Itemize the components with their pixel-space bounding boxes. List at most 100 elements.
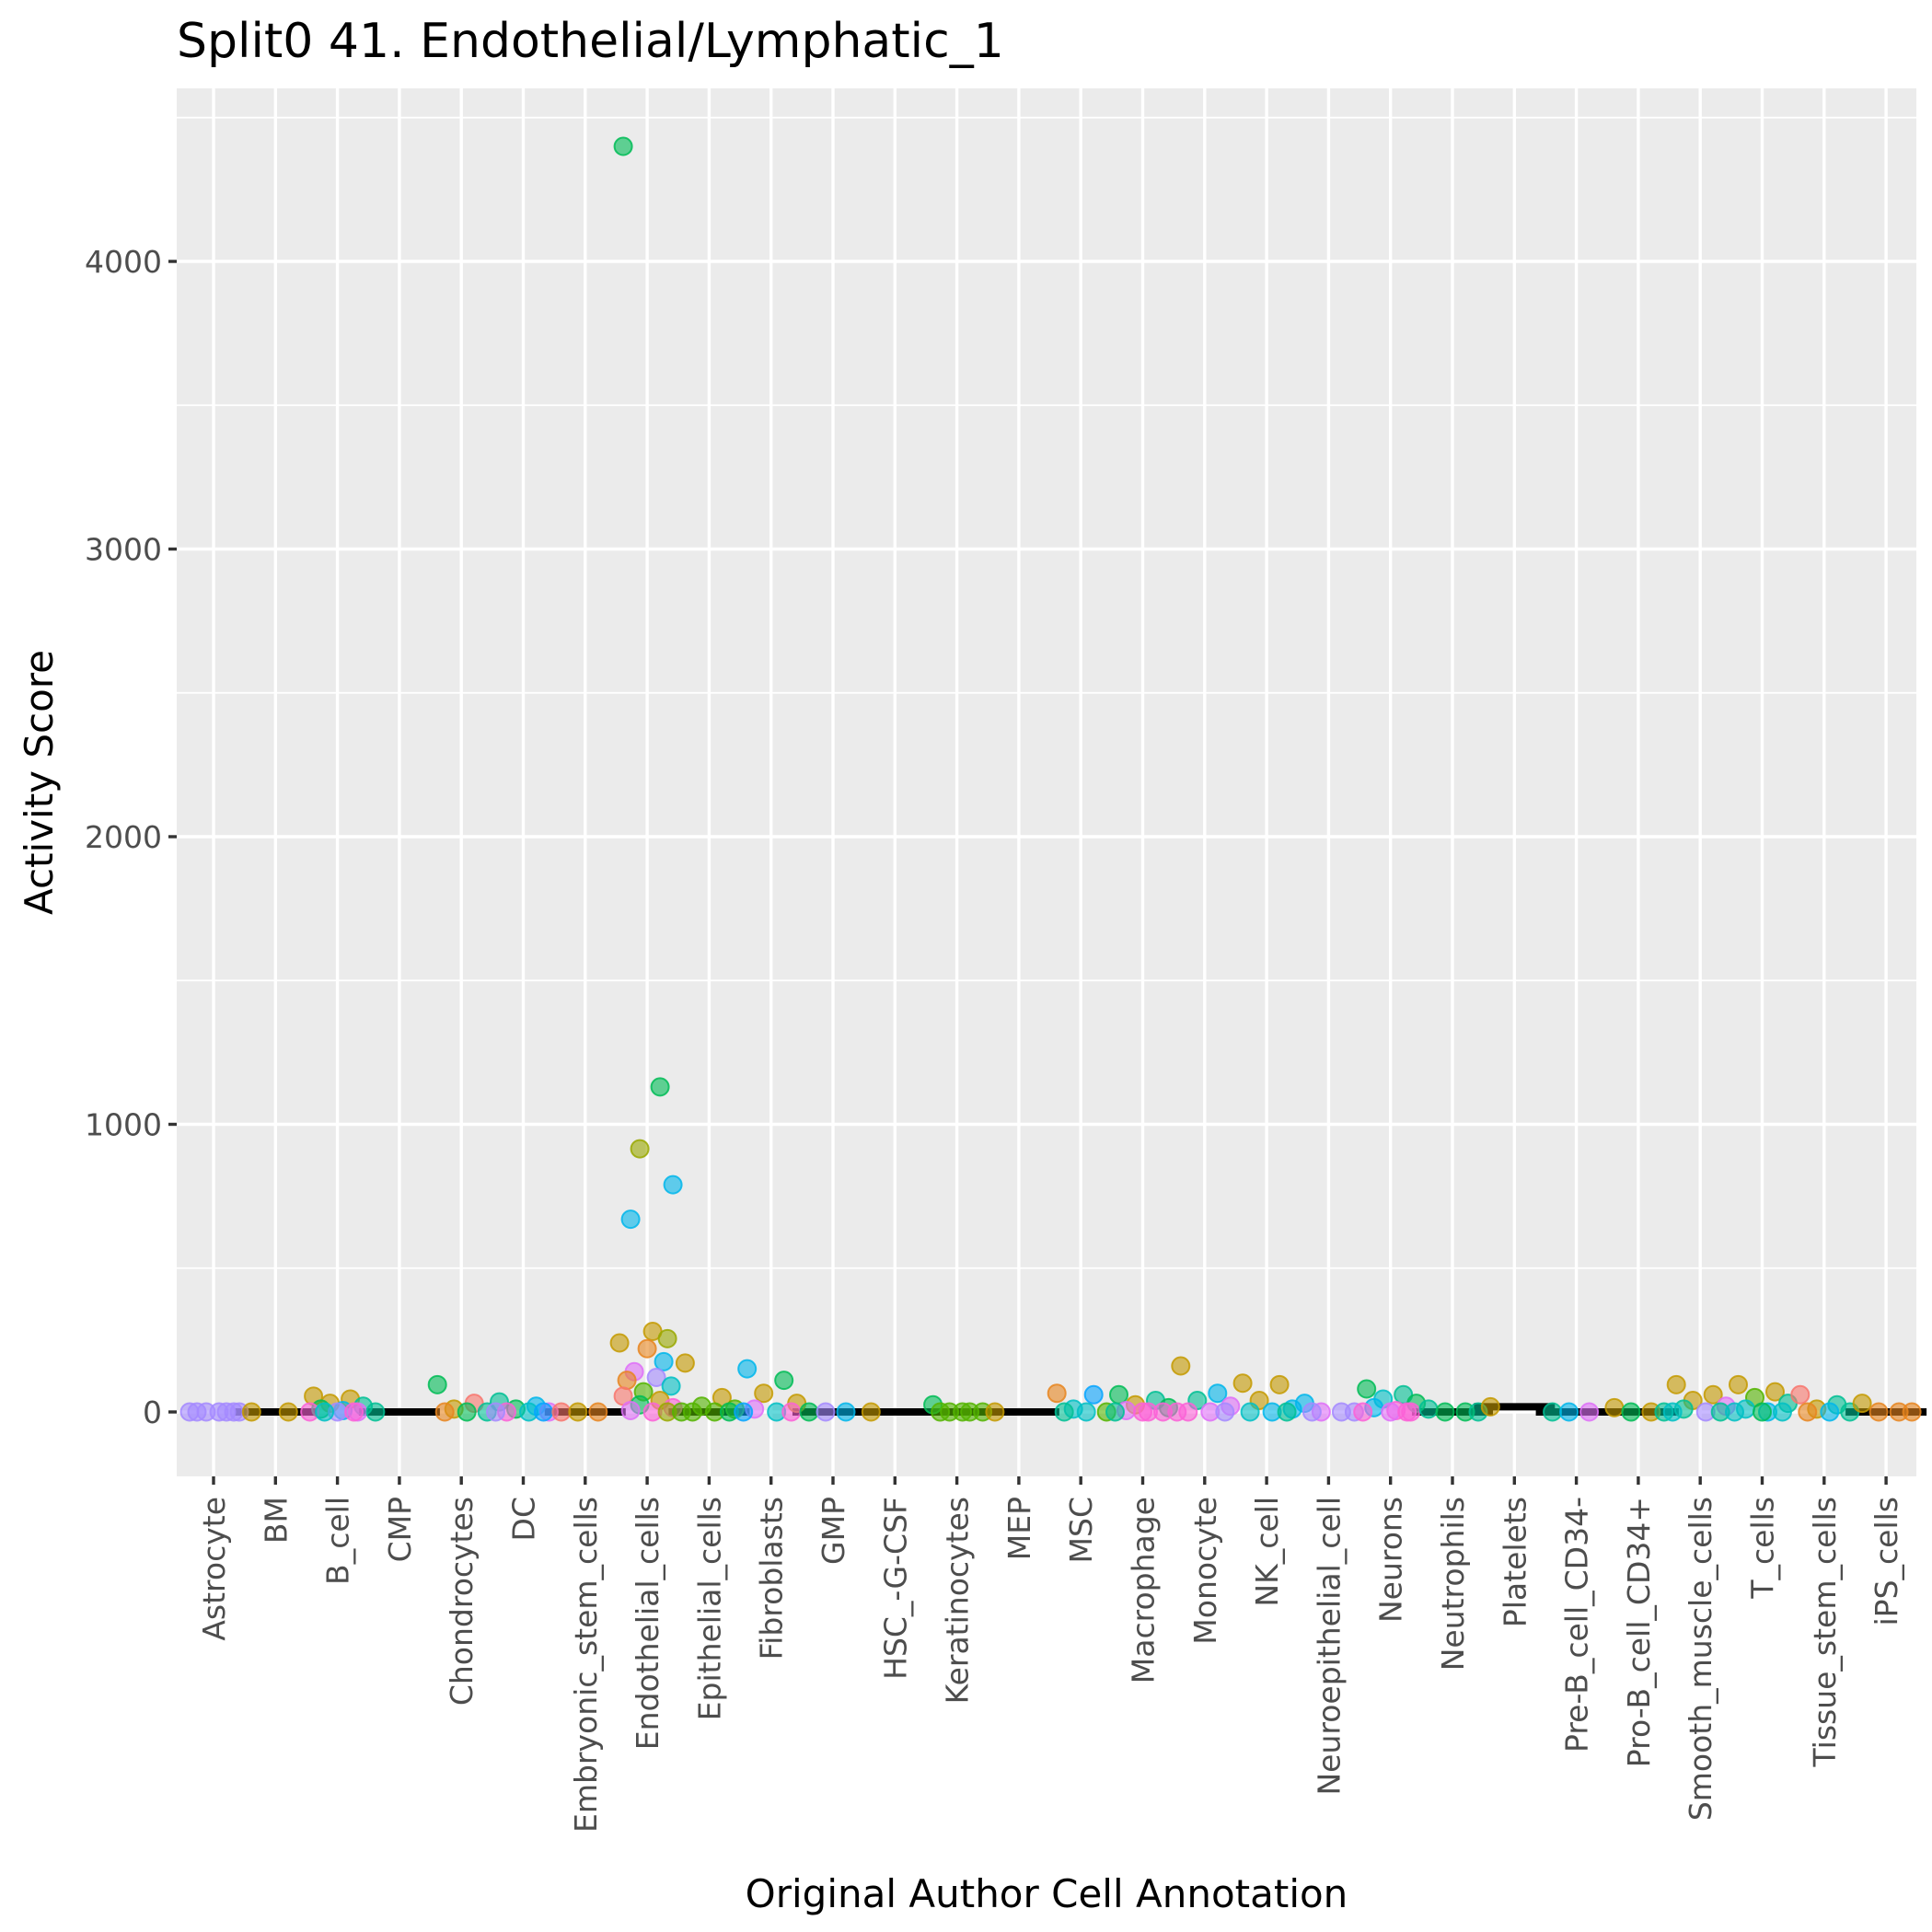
- data-point: [224, 1402, 244, 1422]
- data-point: [1418, 1399, 1439, 1419]
- data-point: [1480, 1396, 1500, 1417]
- data-point: [1621, 1402, 1641, 1422]
- data-point: [1301, 1402, 1322, 1422]
- x-tick-label: Chondrocytes: [444, 1497, 480, 1706]
- data-point: [1208, 1383, 1228, 1404]
- data-point: [1753, 1402, 1772, 1422]
- data-point: [1083, 1384, 1104, 1405]
- data-point: [646, 1368, 666, 1387]
- data-point: [637, 1338, 657, 1359]
- data-point: [781, 1402, 802, 1422]
- data-point: [1353, 1402, 1373, 1422]
- data-point: [568, 1402, 588, 1422]
- x-tick-label: Astrocyte: [196, 1497, 232, 1641]
- x-tick-label: Monocyte: [1187, 1497, 1223, 1645]
- data-point: [737, 1359, 758, 1379]
- data-point: [434, 1402, 455, 1422]
- x-tick-label: Neurons: [1373, 1497, 1409, 1623]
- x-tick-label: BM: [258, 1497, 294, 1544]
- data-point: [344, 1402, 364, 1422]
- x-tick-label: Smooth_muscle_cells: [1683, 1497, 1718, 1821]
- data-point: [799, 1402, 819, 1422]
- data-point: [675, 1353, 695, 1373]
- data-point: [861, 1402, 881, 1422]
- chart-title: Split0 41. Endothelial/Lymphatic_1: [177, 14, 1004, 69]
- x-tick-label: Macrophage: [1126, 1497, 1162, 1683]
- x-tick-label: HSC_-G-CSF: [877, 1497, 913, 1680]
- data-point: [774, 1371, 794, 1391]
- data-point: [953, 1402, 973, 1422]
- data-point: [1397, 1402, 1417, 1422]
- y-tick-label: 4000: [85, 244, 162, 280]
- data-point: [1666, 1374, 1686, 1394]
- data-point: [663, 1174, 683, 1195]
- x-tick-label: Fibroblasts: [754, 1497, 790, 1660]
- data-point: [931, 1402, 951, 1422]
- data-point: [985, 1402, 1005, 1422]
- data-point: [671, 1402, 691, 1422]
- x-tick-label: Tissue_stem_cells: [1807, 1497, 1843, 1767]
- data-point: [1381, 1402, 1401, 1422]
- x-tick-label: CMP: [382, 1497, 418, 1562]
- data-point: [365, 1402, 386, 1422]
- x-tick-label: Pro-B_cell_CD34+: [1621, 1497, 1657, 1767]
- data-point: [657, 1328, 677, 1348]
- data-point: [617, 1371, 637, 1391]
- data-point: [1820, 1402, 1840, 1422]
- data-point: [613, 136, 633, 156]
- y-tick-label: 3000: [85, 532, 162, 568]
- data-point: [1232, 1373, 1253, 1394]
- x-tick-label: Neutrophils: [1435, 1497, 1471, 1671]
- data-point: [534, 1402, 553, 1422]
- data-point: [654, 1351, 674, 1371]
- y-axis-title: Activity Score: [17, 650, 62, 915]
- data-point: [1790, 1384, 1811, 1405]
- data-point: [315, 1402, 335, 1422]
- data-point: [1277, 1402, 1297, 1422]
- data-point: [816, 1402, 836, 1422]
- x-tick-label: Neuroepithelial_cell: [1311, 1497, 1347, 1796]
- data-point: [278, 1402, 298, 1422]
- data-point: [187, 1402, 207, 1422]
- data-points: [179, 136, 1922, 1422]
- data-point: [1725, 1402, 1744, 1422]
- data-point: [1852, 1394, 1872, 1414]
- data-point: [1543, 1402, 1563, 1422]
- x-tick-label: B_cell: [320, 1497, 356, 1585]
- data-point: [1109, 1384, 1128, 1405]
- data-point: [620, 1400, 641, 1420]
- data-point: [754, 1383, 774, 1404]
- data-point: [609, 1333, 630, 1353]
- data-point: [1435, 1402, 1455, 1422]
- data-point: [661, 1376, 681, 1396]
- data-point: [836, 1402, 856, 1422]
- data-point: [734, 1402, 754, 1422]
- data-point: [1579, 1402, 1600, 1422]
- x-tick-label: Keratinocytes: [940, 1497, 976, 1704]
- y-axis: 0 1000 2000 3000 4000: [85, 244, 177, 1430]
- data-point: [1047, 1383, 1067, 1404]
- data-point: [1902, 1402, 1922, 1422]
- data-point: [1105, 1402, 1125, 1422]
- data-point: [630, 1139, 650, 1159]
- data-point: [588, 1402, 608, 1422]
- x-tick-label: Pre-B_cell_CD34-: [1559, 1497, 1595, 1753]
- data-point: [427, 1374, 447, 1394]
- x-tick-label: GMP: [816, 1497, 851, 1565]
- data-point: [1662, 1402, 1683, 1422]
- data-point: [1054, 1402, 1074, 1422]
- data-point: [241, 1402, 261, 1422]
- x-axis: Astrocyte BM B_cell CMP Chondrocytes DC Embryo…: [196, 1476, 1904, 1833]
- data-point: [486, 1402, 505, 1422]
- data-point: [1604, 1397, 1625, 1417]
- data-point: [650, 1077, 670, 1097]
- data-point: [1868, 1402, 1889, 1422]
- data-point: [1215, 1402, 1235, 1422]
- data-point: [1703, 1384, 1723, 1405]
- gridlines: [177, 88, 1916, 1476]
- x-tick-label: Epithelial_cells: [691, 1497, 727, 1720]
- data-point: [1357, 1379, 1377, 1399]
- y-tick-label: 0: [143, 1394, 162, 1430]
- plot-panel: [177, 88, 1916, 1476]
